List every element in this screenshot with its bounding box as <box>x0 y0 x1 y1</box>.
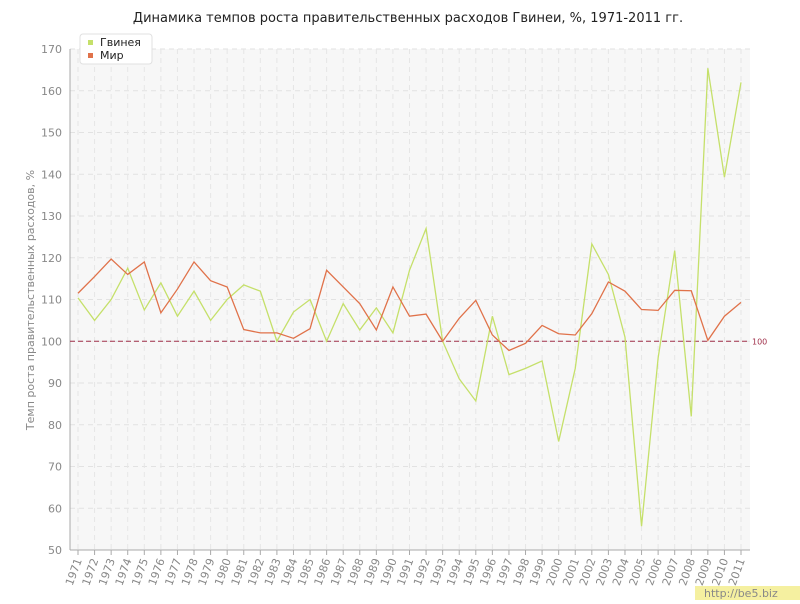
y-tick-label: 80 <box>48 419 62 432</box>
legend-swatch <box>88 40 93 45</box>
chart-title: Динамика темпов роста правительственных … <box>133 11 683 26</box>
y-tick-label: 70 <box>48 461 62 474</box>
legend-swatch <box>88 53 93 58</box>
y-tick-label: 150 <box>41 127 62 140</box>
reference-label: 100 <box>752 337 767 346</box>
watermark: http://be5.biz <box>704 587 778 600</box>
y-tick-label: 140 <box>41 168 62 181</box>
legend-label: Гвинея <box>100 36 141 49</box>
legend-label: Мир <box>100 49 124 62</box>
y-tick-label: 120 <box>41 252 62 265</box>
series-line <box>77 258 742 352</box>
y-tick-label: 110 <box>41 294 62 307</box>
y-tick-label: 90 <box>48 377 62 390</box>
series-line <box>77 68 742 527</box>
y-tick-label: 50 <box>48 544 62 557</box>
y-tick-label: 100 <box>41 335 62 348</box>
watermark-bg <box>695 586 800 600</box>
y-tick-label: 160 <box>41 85 62 98</box>
legend-box <box>79 33 153 65</box>
y-axis-label: Темп роста правительственных расходов, % <box>24 170 37 431</box>
y-tick-label: 170 <box>41 43 62 56</box>
y-tick-label: 60 <box>48 502 62 515</box>
y-tick-label: 130 <box>41 210 62 223</box>
